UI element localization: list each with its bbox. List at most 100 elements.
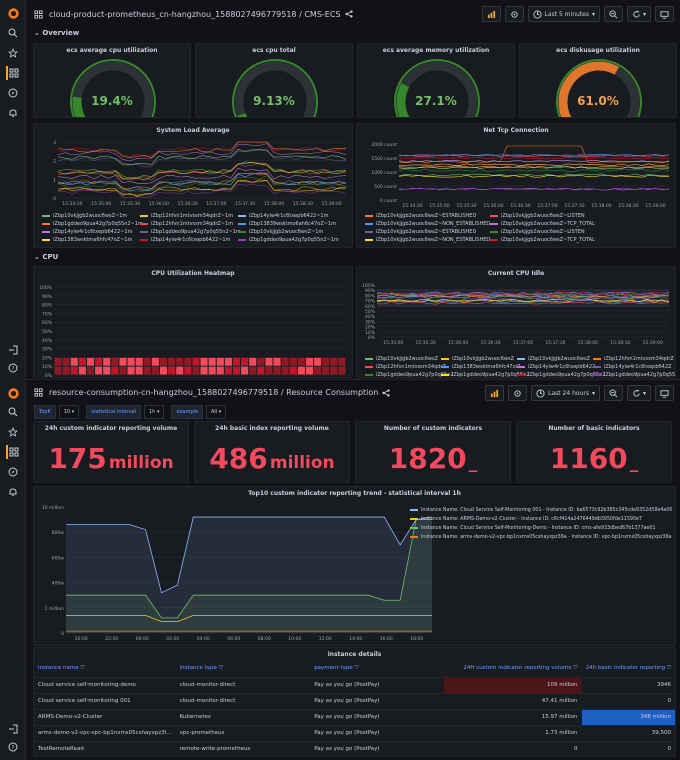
heatmap-cell[interactable]: [233, 367, 240, 375]
series-line[interactable]: [399, 164, 669, 166]
alerting-bell-icon[interactable]: [6, 106, 20, 120]
heatmap-cell[interactable]: [87, 358, 94, 366]
heatmap-cell[interactable]: [322, 358, 329, 366]
series-line[interactable]: [58, 142, 346, 158]
legend-item[interactable]: iZbp10vkjjgb2wuoc6wsZ~LISTEN: [490, 212, 585, 220]
heatmap-cell[interactable]: [282, 367, 289, 375]
heatmap-cell[interactable]: [265, 358, 272, 366]
system-load-panel[interactable]: System Load Average 3 2 1 0 15:34:30 15:35:00…: [33, 123, 353, 248]
net-tcp-panel[interactable]: Net Tcp Connection 2000 count 1500 count 1…: [356, 123, 676, 248]
heatmap-cell[interactable]: [192, 367, 199, 375]
heatmap-cell[interactable]: [168, 367, 175, 375]
heatmap-cell[interactable]: [282, 358, 289, 366]
heatmap-cell[interactable]: [265, 367, 272, 375]
heatmap-cell[interactable]: [306, 367, 313, 375]
heatmap-cell[interactable]: [111, 358, 118, 366]
heatmap-cell[interactable]: [298, 358, 305, 366]
heatmap-cell[interactable]: [290, 358, 297, 366]
heatmap-chart[interactable]: 100%90%80%70%60%50%40%30%20%10%0%: [34, 267, 353, 378]
legend-item[interactable]: iZbp14yiw4r1c6txepb6422~1m: [238, 212, 328, 220]
cpu-heatmap-panel[interactable]: CPU Utilization Heatmap 100% 90% 80% 70% 60%…: [33, 266, 353, 378]
heatmap-cell[interactable]: [217, 358, 224, 366]
heatmap-cell[interactable]: [119, 358, 126, 366]
search-icon[interactable]: [6, 26, 20, 40]
heatmap-cell[interactable]: [209, 367, 216, 375]
heatmap-cell[interactable]: [103, 358, 110, 366]
legend-item[interactable]: iZbp10vkjjgb2wuoc6wsZ~ESTABLISHED: [365, 212, 476, 220]
column-header[interactable]: 24h basic indicator reporting ⛉: [582, 661, 675, 677]
heatmap-cell[interactable]: [160, 358, 167, 366]
column-header[interactable]: 24H custom indicator reporting volume ⛉: [444, 661, 581, 677]
heatmap-cell[interactable]: [322, 367, 329, 375]
table-row[interactable]: Cloud service self-monitoring-demo cloud-…: [34, 677, 675, 693]
dashboard-folder[interactable]: resource-consumption-cn-hangzhou_1588027…: [49, 388, 278, 397]
legend-item[interactable]: iZbp10vkjjgb2wuoc6wsZ~1m: [238, 228, 323, 236]
heatmap-cell[interactable]: [330, 367, 337, 375]
heatmap-cell[interactable]: [128, 358, 135, 366]
dashboard-title[interactable]: CMS-ECS: [304, 10, 340, 19]
filter-icon[interactable]: ⛉: [354, 665, 358, 671]
heatmap-cell[interactable]: [55, 367, 62, 375]
series-line[interactable]: [58, 163, 346, 180]
legend-item[interactable]: iZbp10vkjjgb2wuoc6wsZ: [517, 355, 590, 363]
heatmap-cell[interactable]: [152, 358, 159, 366]
heatmap-cell[interactable]: [184, 358, 191, 366]
heatmap-cell[interactable]: [103, 367, 110, 375]
heatmap-cell[interactable]: [298, 367, 305, 375]
legend-item[interactable]: iZbp12hfvn1mtvssm34qdrZ~1m: [140, 212, 233, 220]
gauge-panel[interactable]: ecs average cpu utilization 19.4%: [33, 43, 191, 118]
stat-panel[interactable]: 24h custom indicator reporting volume 175…: [33, 421, 189, 483]
legend-item[interactable]: iZbp10vkjjgb2wuoc6wsZ~ESTABLISHED: [365, 228, 476, 236]
heatmap-cell[interactable]: [192, 358, 199, 366]
heatmap-cell[interactable]: [111, 367, 118, 375]
heatmap-cell[interactable]: [71, 367, 78, 375]
alerting-bell-icon[interactable]: [6, 485, 20, 499]
dashboard-title[interactable]: Resource Consumption: [286, 388, 378, 397]
heatmap-cell[interactable]: [241, 367, 248, 375]
heatmap-cell[interactable]: [160, 367, 167, 375]
filter-icon[interactable]: ⛉: [219, 665, 223, 671]
legend-item[interactable]: iZbp10vkjjgb2wuoc6wsZ~TCP_TOTAL: [490, 220, 595, 228]
zoom-out-button[interactable]: [604, 6, 623, 22]
heatmap-cell[interactable]: [249, 358, 256, 366]
heatmap-cell[interactable]: [95, 358, 102, 366]
gauge-panel[interactable]: ecs diskusage utilization 61.0%: [519, 43, 677, 118]
table-row[interactable]: arms-demo-v2-vpc-vpc-bp1nxms05cshayxpz3l…: [34, 725, 675, 741]
heatmap-cell[interactable]: [55, 358, 62, 366]
section-cpu[interactable]: ⌄ CPU: [34, 253, 58, 261]
heatmap-cell[interactable]: [241, 358, 248, 366]
stat-panel[interactable]: 24h basic index reporting volume 486 mill…: [194, 421, 350, 483]
legend-item[interactable]: Instance Name: Cloud Service Self-Monito…: [410, 507, 672, 515]
heatmap-cell[interactable]: [87, 367, 94, 375]
filter-icon[interactable]: ⛉: [573, 665, 577, 671]
heatmap-cell[interactable]: [201, 358, 208, 366]
heatmap-cell[interactable]: [338, 367, 345, 375]
legend-item[interactable]: iZbp1gddeo9pua42g7p0q55n2~1m: [238, 236, 339, 244]
legend-item[interactable]: iZbp10vkjjgb2wuoc6wsZ~LISTEN: [490, 228, 585, 236]
legend-item[interactable]: iZbp10vkjjgb2wuoc6wsZ~NON_ESTABLISHED: [365, 236, 490, 244]
heatmap-cell[interactable]: [176, 358, 183, 366]
legend-item[interactable]: iZbp12hfvn1mtvssm34qdrZ: [365, 363, 446, 371]
refresh-button[interactable]: ▾: [627, 6, 651, 22]
tv-mode-button[interactable]: [655, 6, 674, 22]
time-picker[interactable]: Last 5 minutes ▾: [528, 6, 600, 22]
heatmap-cell[interactable]: [201, 367, 208, 375]
breadcrumb[interactable]: cloud-product-prometheus_cn-hangzhou_158…: [49, 10, 341, 19]
legend-item[interactable]: iZbp14yiw4r1c6txepb6422~1m: [42, 228, 132, 236]
legend-item[interactable]: iZbp10vkjjgb2wuoc6wsZ~1m: [42, 212, 127, 220]
time-picker[interactable]: Last 24 hours ▾: [531, 385, 600, 401]
gauge-panel[interactable]: ecs cpu total 9.13%: [195, 43, 353, 118]
legend-item[interactable]: Instance Name: Cloud Service Self-Monito…: [410, 525, 656, 533]
heatmap-cell[interactable]: [274, 367, 281, 375]
heatmap-cell[interactable]: [257, 358, 264, 366]
heatmap-cell[interactable]: [217, 367, 224, 375]
column-header[interactable]: payment type ⛉: [310, 661, 444, 677]
heatmap-cell[interactable]: [314, 358, 321, 366]
legend-item[interactable]: iZbp13839wsktmo6ah6c47oZ~1m: [238, 220, 336, 228]
example-select[interactable]: All ▾: [206, 405, 226, 419]
heatmap-cell[interactable]: [225, 358, 232, 366]
dashboards-icon[interactable]: [6, 445, 20, 459]
interval-select[interactable]: 1h ▾: [144, 405, 164, 419]
heatmap-cell[interactable]: [144, 367, 151, 375]
legend-item[interactable]: iZbp14yiw4r1c6txepb642Z: [593, 363, 671, 371]
